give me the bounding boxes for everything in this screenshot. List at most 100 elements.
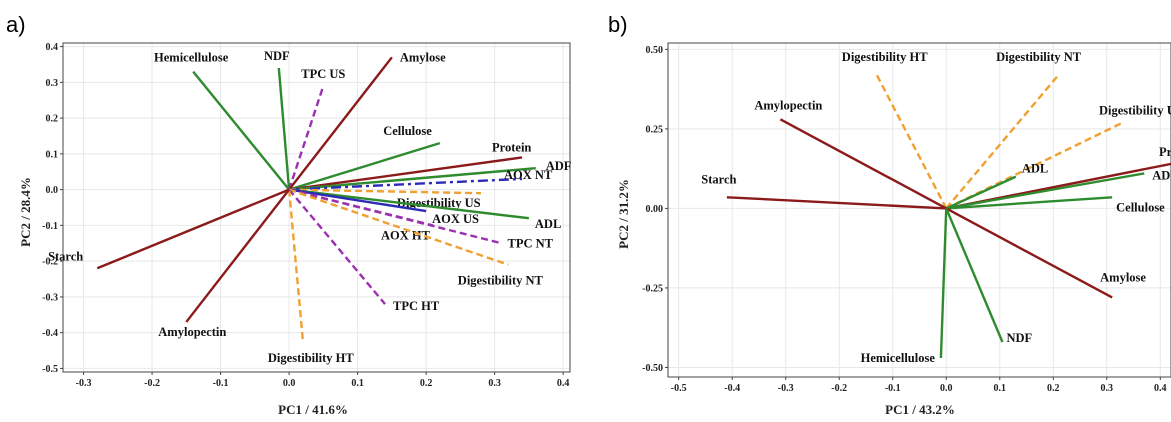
loading-vector-hemicellulose [939,208,948,358]
loading-vector-hemicellulose [192,70,291,191]
panel-a-yaxis-title: PC2 / 28.4% [18,177,33,247]
x-tick-label: 0.3 [488,378,501,389]
vector-label-adl: ADL [1022,162,1048,176]
loading-vector-digestibility-us [289,188,481,195]
loading-vector-cellulose [288,141,441,191]
loading-vector-amylose [945,207,1113,299]
vector-label-ndf: NDF [1006,331,1032,345]
vector-label-aox-us: AOX US [432,212,479,226]
vector-label-adl: ADL [535,217,561,231]
vector-label-starch: Starch [48,249,83,263]
vector-label-digestibility-us: Digestibility US [397,196,481,210]
loading-vector-protein [288,156,523,191]
x-tick-label: -0.2 [144,378,160,389]
loading-vector-digestibility-ht [875,74,948,209]
x-tick-label: 0.2 [420,378,433,389]
vector-label-digestibility-us: Digestibility US [1099,104,1171,118]
vector-label-digestibility-ht: Digestibility HT [268,351,354,365]
y-tick-label: 0.1 [46,149,59,160]
vector-label-aox-ht: AOX HT [381,228,431,242]
y-tick-label: -0.25 [642,283,663,294]
panel-a-label: a) [6,12,26,37]
vector-label-adf: ADF [546,159,572,173]
y-tick-label: 0.00 [646,204,664,215]
panel-b-yaxis-title: PC2 / 31.2% [616,179,631,249]
x-tick-label: -0.2 [831,383,847,394]
y-tick-label: 0.0 [46,185,59,196]
vector-label-adf: ADF [1152,168,1171,182]
vector-label-protein: Protein [1159,145,1171,159]
loading-vector-starch [96,188,290,270]
loading-vector-aox-nt [289,177,523,191]
x-tick-label: 0.0 [940,383,953,394]
loading-vector-tpc-nt [288,188,502,245]
loading-vector-adf [946,172,1145,210]
vector-label-aox-nt: AOX NT [504,168,553,182]
x-tick-label: 0.2 [1047,383,1060,394]
loading-vector-tpc-ht [288,188,386,305]
vector-label-hemicellulose: Hemicellulose [154,51,229,65]
vector-label-amylose: Amylose [400,50,446,64]
y-tick-label: 0.2 [46,114,59,125]
y-tick-label: 0.50 [646,45,664,56]
loading-vector-ndf [277,67,291,190]
vector-label-amylose: Amylose [1100,270,1146,284]
x-tick-label: 0.3 [1101,383,1114,394]
x-tick-label: 0.1 [994,383,1007,394]
panel-b-xaxis-title: PC1 / 43.2% [885,402,955,417]
loading-vector-starch [726,196,947,210]
x-tick-label: -0.3 [778,383,794,394]
vector-label-digestibility-nt: Digestibility NT [458,274,544,288]
y-tick-label: -0.2 [42,257,58,268]
loading-vector-amylopectin [779,118,947,210]
vector-label-amylopectin: Amylopectin [754,98,822,112]
plot-frame [62,42,571,373]
panel-a-plot: -0.3 -0.2 -0.1 0.0 0.1 0.2 0.3 0.4 0.4 0.3 0.2 0.1 0… [42,42,572,389]
y-tick-label: 0.25 [646,124,664,135]
y-tick-label: -0.4 [42,328,58,339]
x-tick-label: 0.1 [351,378,364,389]
loading-vector-tpc-us [287,85,325,190]
vector-label-tpc-ht: TPC HT [393,299,440,313]
plot-frame [667,42,1171,378]
panel-a-xaxis-title: PC1 / 41.6% [278,402,348,417]
x-tick-label: -0.5 [671,383,687,394]
vector-label-digestibility-nt: Digestibility NT [996,50,1082,64]
vector-label-hemicellulose: Hemicellulose [861,351,936,365]
y-tick-label: 0.3 [46,78,59,89]
x-tick-label: -0.1 [885,383,901,394]
x-tick-label: 0.4 [557,378,570,389]
x-tick-label: 0.4 [1154,383,1167,394]
x-tick-label: -0.1 [213,378,229,389]
loading-vector-digestibility-nt [945,74,1060,210]
loading-vector-amylopectin [185,188,291,323]
loading-vector-aox-us [288,188,427,213]
vector-label-cellulose: Cellulose [1116,200,1165,214]
loading-vector-adl [288,188,530,220]
panel-b-label: b) [608,12,628,37]
vector-label-ndf: NDF [264,49,290,63]
vector-label-tpc-us: TPC US [301,67,345,81]
loading-vector-amylose [288,56,393,191]
y-tick-label: -0.5 [42,364,58,375]
y-tick-label: 0.4 [46,42,59,53]
vector-label-cellulose: Cellulose [383,124,432,138]
loading-vector-digestibility-ht [287,189,304,340]
x-tick-label: -0.3 [76,378,92,389]
vector-label-digestibility-ht: Digestibility HT [842,50,928,64]
y-tick-label: -0.50 [642,363,663,374]
vector-label-tpc-nt: TPC NT [507,236,553,250]
loading-vector-ndf [945,207,1004,343]
loading-vector-digestibility-nt [288,188,509,266]
y-tick-label: -0.1 [42,221,58,232]
x-tick-label: -0.4 [724,383,740,394]
loading-vector-adf [288,166,536,191]
loading-vector-cellulose [946,196,1113,210]
y-tick-label: -0.3 [42,292,58,303]
x-tick-label: 0.0 [283,378,296,389]
vector-label-protein: Protein [492,140,531,154]
vector-label-starch: Starch [701,172,736,186]
loading-vector-adl [945,175,1017,210]
panel-b-plot: -0.5 -0.4 -0.3 -0.2 -0.1 0.0 0.1 0.2 0.3 0.4 0.50 0… [642,42,1171,394]
